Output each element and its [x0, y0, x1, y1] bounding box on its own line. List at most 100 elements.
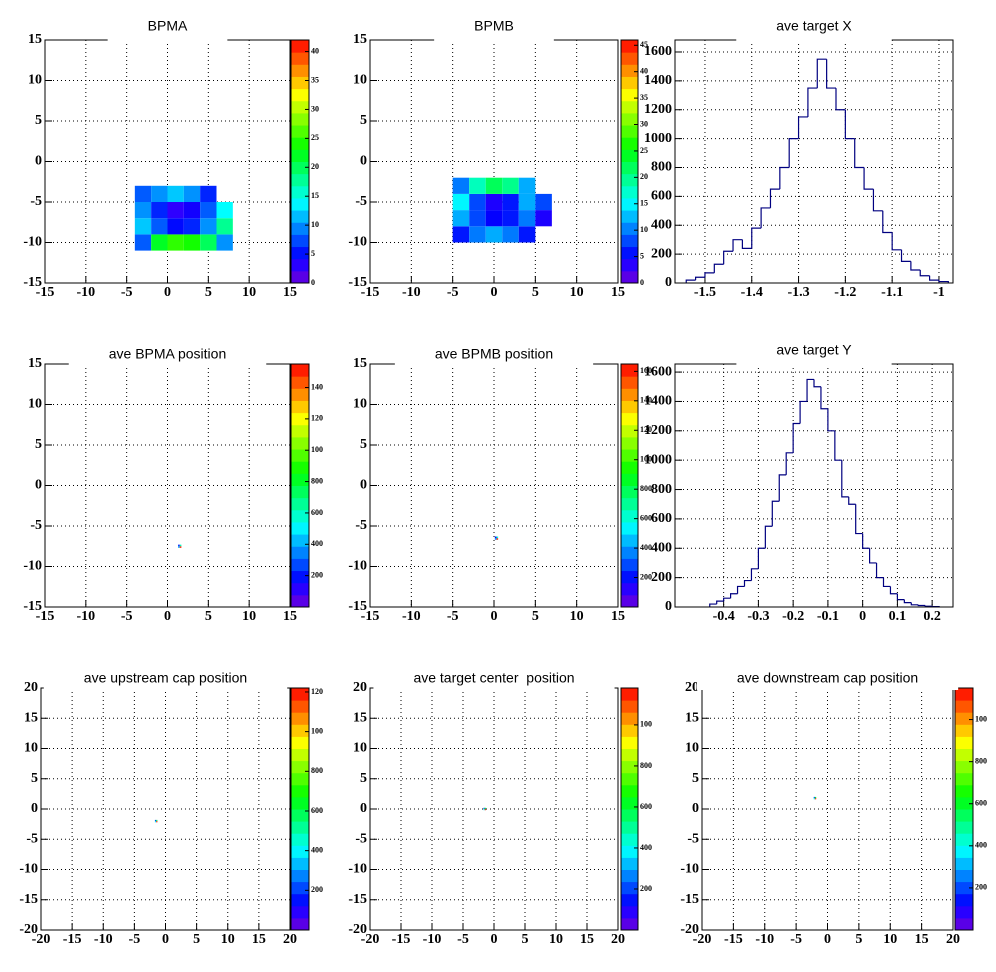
color-bar-frame	[290, 39, 310, 284]
y-tick-label: 1400	[644, 73, 672, 88]
y-tick-label: 15	[28, 356, 42, 371]
color-band	[621, 760, 638, 774]
color-band	[291, 149, 309, 162]
y-tick-label: 5	[360, 113, 367, 128]
hist-bin	[730, 593, 738, 599]
x-tick-label: 0	[164, 285, 171, 300]
color-band	[291, 52, 309, 65]
color-band	[291, 893, 309, 907]
x-tick-label: 0	[491, 609, 498, 624]
x-tick-label: 10	[570, 609, 584, 624]
x-tick-label: 5	[532, 285, 539, 300]
x-tick-label: 0	[491, 285, 498, 300]
hist-bin	[704, 272, 715, 278]
y-tick-label: -10	[19, 862, 38, 877]
color-band	[291, 821, 309, 834]
y-tick-label: 15	[353, 356, 367, 371]
x-tick-label: -5	[121, 285, 133, 300]
bin-cell	[167, 202, 184, 219]
z-tick-label: 400	[640, 543, 652, 552]
bin-cell	[179, 544, 182, 547]
x-tick-label: 15	[283, 285, 297, 300]
z-tick-label: 10	[640, 225, 648, 234]
color-band	[621, 857, 638, 870]
z-tick-label: 5	[311, 249, 315, 258]
color-band	[621, 521, 638, 535]
color-band	[291, 857, 309, 870]
hist-bin	[769, 188, 780, 208]
color-band	[291, 412, 309, 426]
z-tick-label: 200	[311, 570, 323, 579]
y-tick-label: 10	[685, 741, 699, 756]
color-band	[621, 736, 638, 749]
hist-bin	[900, 249, 911, 262]
color-band	[291, 222, 309, 235]
z-tick-label: 100	[640, 455, 652, 464]
color-band	[621, 748, 638, 762]
x-tick-label: 10	[570, 285, 584, 300]
color-band	[291, 760, 309, 774]
color-band	[955, 917, 973, 931]
y-tick-label: 0	[35, 478, 42, 493]
color-band	[621, 100, 638, 114]
y-tick-label: 10	[24, 741, 38, 756]
bin-cell	[535, 193, 552, 211]
y-tick-label: 5	[35, 113, 42, 128]
color-band	[291, 905, 309, 919]
y-tick-label: 5	[360, 437, 367, 452]
y-tick-label: 10	[353, 741, 367, 756]
title-box	[434, 10, 554, 42]
bin-cell	[502, 226, 519, 243]
y-tick-label: 0	[360, 478, 367, 493]
color-band	[621, 582, 638, 596]
color-band	[955, 821, 973, 834]
color-band	[621, 376, 638, 389]
color-band	[291, 197, 309, 211]
x-tick-label: -15	[392, 932, 411, 947]
x-tick-label: -15	[361, 609, 380, 624]
y-tick-label: -20	[348, 922, 367, 937]
y-tick-label: -5	[30, 518, 42, 533]
panel-title: ave BPMB position	[435, 346, 553, 362]
color-band	[621, 784, 638, 798]
z-tick-label: 120	[311, 687, 323, 696]
color-band	[955, 833, 973, 846]
y-tick-label: 5	[35, 437, 42, 452]
color-band	[621, 125, 638, 138]
hist-bin	[841, 460, 849, 498]
z-tick-label: 200	[640, 572, 652, 581]
title-box	[373, 658, 615, 690]
y-tick-label: 15	[28, 32, 42, 47]
y-tick-label: 5	[31, 771, 38, 786]
x-tick-label: -1.1	[881, 285, 903, 300]
color-band	[955, 784, 973, 798]
x-tick-label: -0.2	[782, 609, 804, 624]
x-tick-label: -15	[36, 609, 55, 624]
color-band	[291, 497, 309, 511]
hist-bin	[869, 548, 877, 564]
x-tick-label: 20	[946, 932, 960, 947]
y-tick-label: 10	[353, 73, 367, 88]
y-tick-label: -10	[23, 235, 42, 250]
bin-cell	[485, 193, 503, 211]
bin-cell	[216, 218, 233, 235]
color-band	[621, 845, 638, 858]
y-tick-label: -5	[30, 194, 42, 209]
hist-bin	[750, 568, 759, 581]
color-band	[291, 748, 309, 762]
color-band	[291, 784, 309, 798]
y-tick-label: -15	[348, 599, 367, 614]
y-tick-label: 200	[651, 570, 672, 585]
color-band	[291, 364, 309, 377]
color-band	[621, 246, 638, 260]
bin-cell	[216, 234, 233, 251]
z-tick-label: 140	[311, 382, 323, 391]
z-tick-label: 100	[311, 726, 323, 735]
y-tick-label: 600	[651, 511, 672, 526]
hist-bin	[928, 275, 939, 281]
color-band	[291, 582, 309, 596]
color-band	[291, 546, 309, 559]
x-tick-label: -5	[790, 932, 802, 947]
bin-cell	[183, 218, 201, 235]
